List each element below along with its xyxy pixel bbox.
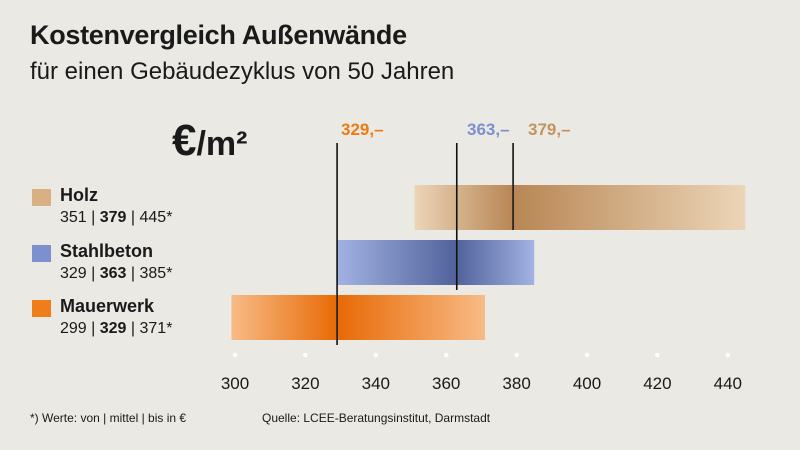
- marker-label-363: 363,–: [467, 120, 510, 139]
- footnote: *) Werte: von | mittel | bis in €: [30, 411, 187, 425]
- tick-label-400: 400: [573, 374, 601, 393]
- tick-label-440: 440: [714, 374, 742, 393]
- tick-dot-440: [725, 352, 731, 358]
- tick-label-340: 340: [362, 374, 390, 393]
- bar-mauerwerk: [231, 295, 485, 340]
- legend-name: Stahlbeton: [60, 241, 153, 261]
- legend-values: 351 | 379 | 445*: [60, 209, 173, 226]
- tick-label-420: 420: [643, 374, 671, 393]
- legend-swatch-mauerwerk: [32, 300, 51, 317]
- euro-symbol: €: [172, 116, 197, 165]
- legend-high: 371*: [139, 320, 173, 337]
- unit-label: €/m²: [172, 116, 247, 166]
- marker-label-379: 379,–: [528, 120, 571, 139]
- legend-low: 329: [60, 265, 87, 282]
- legend-low: 351: [60, 209, 87, 226]
- legend-mid: 363: [99, 265, 127, 282]
- tick-dot-340: [373, 352, 379, 358]
- tick-dot-360: [443, 352, 449, 358]
- legend-high: 445*: [139, 209, 173, 226]
- legend-swatch-stahlbeton: [32, 245, 51, 262]
- tick-dot-300: [232, 352, 238, 358]
- legend-values: 299 | 329 | 371*: [60, 320, 173, 337]
- tick-label-360: 360: [432, 374, 460, 393]
- tick-label-380: 380: [502, 374, 530, 393]
- bar-stahlbeton: [337, 240, 535, 285]
- tick-dot-400: [584, 352, 590, 358]
- tick-label-300: 300: [221, 374, 249, 393]
- legend-values: 329 | 363 | 385*: [60, 265, 173, 282]
- legend-name: Holz: [60, 185, 98, 205]
- legend-mid: 329: [99, 320, 127, 337]
- chart-title: Kostenvergleich Außenwände: [30, 20, 407, 50]
- legend-mid: 379: [99, 209, 127, 226]
- legend-low: 299: [60, 320, 87, 337]
- chart-subtitle: für einen Gebäudezyklus von 50 Jahren: [30, 58, 455, 85]
- tick-dot-380: [514, 352, 519, 358]
- bar-holz: [414, 185, 746, 230]
- unit-per-m2: /m²: [196, 125, 248, 163]
- marker-label-329: 329,–: [341, 120, 384, 139]
- legend-name: Mauerwerk: [60, 296, 155, 316]
- tick-label-320: 320: [291, 374, 319, 393]
- legend-swatch-holz: [32, 189, 51, 206]
- tick-dot-420: [655, 352, 660, 358]
- legend-high: 385*: [139, 265, 173, 282]
- source-note: Quelle: LCEE-Beratungsinstitut, Darmstad…: [262, 411, 491, 425]
- tick-dot-320: [303, 352, 308, 358]
